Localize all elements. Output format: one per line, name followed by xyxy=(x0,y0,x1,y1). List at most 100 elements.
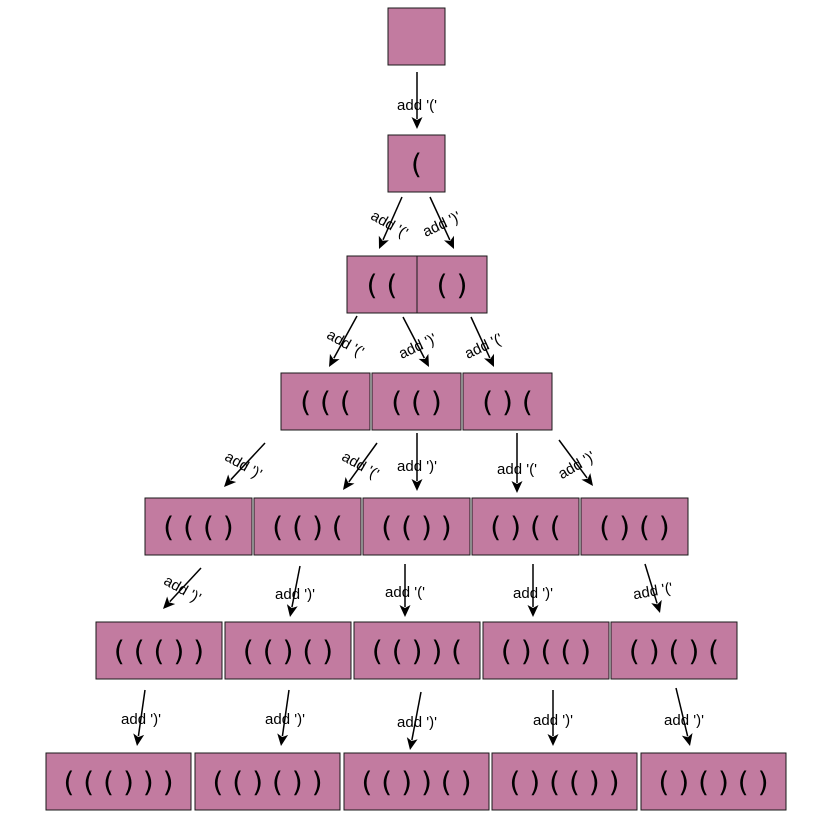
node-label: ( ) ( ( xyxy=(490,511,560,544)
edge-label: add ')' xyxy=(533,712,573,729)
edge-n3a-n4a: add ')' xyxy=(222,442,266,487)
tree-node-n4a: ( ( ( ) xyxy=(144,497,253,556)
node-label: ( ) ( xyxy=(482,386,533,419)
edge-line xyxy=(402,316,426,359)
edge-label: add ')' xyxy=(121,711,161,728)
tree-node-n2a: ( ( xyxy=(346,255,418,314)
edge-n5a-n6a: add ')' xyxy=(121,689,161,746)
edge-n3b-n4c: add ')' xyxy=(397,433,437,491)
edge-label: add ')' xyxy=(396,330,439,362)
arrowhead-icon xyxy=(406,737,418,750)
node-box xyxy=(416,255,488,314)
edge-n5b-n6b: add ')' xyxy=(265,689,305,746)
tree-node-n3a: ( ( ( xyxy=(280,372,371,431)
edge-line xyxy=(411,691,422,741)
edge-line xyxy=(348,442,378,483)
arrowhead-icon xyxy=(527,605,539,617)
tree-node-n6e: ( ) ( ) ( ) xyxy=(640,752,787,811)
tree-node-n5a: ( ( ( ) ) xyxy=(95,621,223,680)
tree-node-n6a: ( ( ( ) ) ) xyxy=(45,752,192,811)
arrowhead-icon xyxy=(133,733,145,746)
arrowhead-icon xyxy=(329,353,340,367)
arrowhead-icon xyxy=(399,605,411,617)
edge-label: add '(' xyxy=(339,448,382,483)
edge-label: add ')' xyxy=(420,208,463,240)
edge-label: add ')' xyxy=(664,712,704,729)
arrowhead-icon xyxy=(163,596,176,609)
node-box xyxy=(580,497,689,556)
tree-node-n3b: ( ( ) xyxy=(371,372,462,431)
arrowhead-icon xyxy=(483,353,494,367)
edge-n1-n2b: add ')' xyxy=(420,196,464,249)
node-label: ( ( ( ) xyxy=(163,511,233,544)
edge-line xyxy=(169,567,202,603)
edge-n2b-n3c: add '(' xyxy=(462,316,506,367)
edge-label: add ')' xyxy=(265,711,305,728)
arrowhead-icon xyxy=(411,479,423,491)
node-box xyxy=(353,621,481,680)
tree-node-n6b: ( ( ) ( ) ) xyxy=(194,752,341,811)
edge-n1-n2a: add '(' xyxy=(368,196,411,249)
tree-node-n4c: ( ( ) ) xyxy=(362,497,471,556)
node-box xyxy=(224,621,352,680)
edge-n5e-n6e: add ')' xyxy=(664,687,704,746)
node-label: ( ( xyxy=(367,269,398,302)
edge-label: add '(' xyxy=(368,207,411,242)
edge-line xyxy=(470,316,491,359)
tree-node-n5e: ( ) ( ) ( xyxy=(610,621,738,680)
edge-n0-n1: add '(' xyxy=(397,72,437,129)
edge-n4d-n5d: add ')' xyxy=(513,564,553,617)
tree-node-n5b: ( ( ) ( ) xyxy=(224,621,352,680)
node-box xyxy=(280,372,371,431)
node-label: ( ( ) ( ) ) xyxy=(212,766,322,799)
tree-node-n6c: ( ( ) ) ( ) xyxy=(343,752,490,811)
node-box xyxy=(482,621,610,680)
node-box xyxy=(640,752,787,811)
node-box xyxy=(45,752,192,811)
tree-node-n5d: ( ) ( ( ) xyxy=(482,621,610,680)
node-box xyxy=(491,752,638,811)
edge-label: add '(' xyxy=(497,461,537,478)
arrowhead-icon xyxy=(277,733,289,746)
node-label: ( ( ) ) ( ) xyxy=(361,766,471,799)
edge-n3b-n4b: add '(' xyxy=(339,442,382,490)
edge-n3c-n4d: add '(' xyxy=(497,433,537,493)
edge-n2a-n3b: add ')' xyxy=(396,316,440,367)
edge-line xyxy=(558,439,588,479)
edge-line xyxy=(429,196,451,241)
node-box xyxy=(253,497,362,556)
edge-label: add '(' xyxy=(385,584,425,601)
edge-label: add ')' xyxy=(513,585,553,602)
node-box xyxy=(471,497,580,556)
tree-node-n2b: ( ) xyxy=(416,255,488,314)
edge-label: add ')' xyxy=(397,714,437,731)
edge-n2a-n3a: add '(' xyxy=(324,315,367,367)
node-label: ( ( ) ) ( xyxy=(372,635,462,668)
edge-label: add ')' xyxy=(397,458,437,475)
arrowhead-icon xyxy=(681,733,693,746)
edge-line xyxy=(137,689,146,737)
node-label: ( ( ) xyxy=(391,386,442,419)
node-box xyxy=(387,7,446,66)
arrowhead-icon xyxy=(547,734,559,746)
node-label: ( xyxy=(411,148,422,181)
node-label: ( ( ( ) ) xyxy=(114,635,204,668)
node-box xyxy=(362,497,471,556)
arrowhead-icon xyxy=(443,235,454,249)
arrowhead-icon xyxy=(511,481,523,493)
node-label: ( ( ( xyxy=(300,386,351,419)
arrowhead-icon xyxy=(651,599,662,613)
node-box xyxy=(95,621,223,680)
arrowhead-icon xyxy=(411,117,423,129)
edge-label: add '(' xyxy=(462,330,505,362)
edge-line xyxy=(382,196,403,241)
edge-line xyxy=(644,563,658,604)
node-box xyxy=(343,752,490,811)
node-label: ( ) ( ( ) ) xyxy=(509,766,619,799)
edge-label: add ')' xyxy=(555,448,598,483)
node-label: ( ) ( ) ( ) xyxy=(658,766,768,799)
edge-n4a-n5a: add ')' xyxy=(161,567,204,609)
arrowhead-icon xyxy=(581,473,593,486)
